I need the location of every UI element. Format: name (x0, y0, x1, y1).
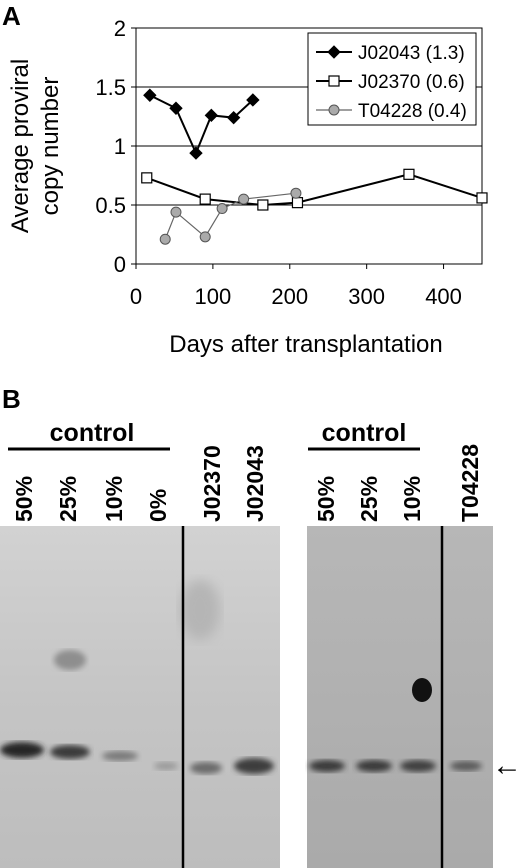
group2-header: control (322, 419, 407, 447)
y-tick-label: 0.5 (95, 193, 126, 218)
series-layer (141, 88, 488, 245)
blot-image-left (0, 526, 280, 868)
data-point (170, 206, 182, 218)
data-point (216, 203, 228, 215)
x-tick-label: 300 (348, 284, 385, 309)
lane-label-g2-50: 50% (313, 476, 339, 522)
data-point (143, 88, 157, 102)
series-2 (159, 187, 302, 245)
x-axis-label: Days after transplantation (169, 331, 442, 358)
legend: J02043 (1.3) J02370 (0.6) T04228 (0.4) (307, 32, 477, 126)
data-point (159, 233, 171, 245)
data-point (257, 199, 269, 211)
y-axis-ticks: 0 0.5 1 1.5 2 (95, 16, 136, 277)
y-tick-label: 0 (114, 252, 126, 277)
x-tick-label: 400 (425, 284, 462, 309)
data-point (226, 110, 241, 125)
series-line (149, 94, 254, 156)
x-axis-ticks: 0 100 200 300 400 (130, 264, 462, 309)
legend-entry: T04228 (0.4) (358, 101, 467, 122)
legend-entry: J02370 (0.6) (358, 72, 465, 93)
lane-label-10: 10% (101, 476, 127, 522)
blot-membrane-left (0, 526, 280, 868)
lane-label-t04228: T04228 (457, 444, 483, 522)
band-g2-50 (309, 760, 345, 772)
y-axis-label-line-1: Average proviral (7, 59, 34, 233)
data-point (189, 146, 203, 160)
smudge (54, 650, 86, 670)
legend-entry: J02043 (1.3) (358, 43, 465, 64)
y-tick-label: 1.5 (95, 75, 126, 100)
band-25 (50, 745, 90, 759)
panel-a-label: A (2, 1, 21, 31)
x-tick-label: 0 (130, 284, 142, 309)
data-point (204, 108, 219, 123)
series-line (146, 173, 483, 207)
data-point (169, 101, 183, 115)
y-axis-label-line-2: copy number (37, 77, 64, 216)
y-tick-label: 2 (114, 16, 126, 41)
x-tick-label: 100 (195, 284, 232, 309)
band-g2-25 (356, 760, 392, 772)
panel-b-label: B (2, 384, 21, 414)
lane-label-g2-10: 10% (399, 476, 425, 522)
series-1 (141, 168, 488, 211)
data-point (141, 172, 153, 184)
x-tick-label: 200 (271, 284, 308, 309)
lane-label-j02043: J02043 (242, 445, 268, 522)
y-tick-label: 1 (114, 134, 126, 159)
lane-label-50: 50% (11, 476, 37, 522)
data-point (199, 231, 211, 243)
blot-image-right (307, 526, 493, 868)
data-point (476, 192, 488, 204)
data-point (238, 193, 250, 205)
group1-header: control (50, 419, 135, 447)
band-10 (102, 751, 138, 761)
lane-label-0: 0% (145, 489, 171, 522)
series-line (164, 192, 296, 240)
spot (412, 678, 432, 702)
data-point (199, 193, 211, 205)
lane-label-j02370: J02370 (199, 445, 225, 522)
legend-marker (328, 104, 340, 116)
band-50 (0, 742, 44, 758)
band-0 (154, 762, 178, 770)
data-point (403, 168, 415, 180)
legend-marker (327, 45, 341, 59)
data-point (290, 187, 302, 199)
band-arrow: ← (492, 749, 520, 782)
blot-membrane-right (307, 526, 493, 868)
lane-label-g2-25: 25% (356, 476, 382, 522)
line-chart: 0 0.5 1 1.5 2 0 100 200 300 400 Average proviral… (7, 16, 488, 358)
smudge (180, 580, 220, 640)
band-j02043 (234, 758, 274, 774)
band-j02370 (190, 762, 222, 774)
band-t04228 (450, 761, 482, 771)
data-point (246, 93, 260, 107)
legend-marker (328, 75, 340, 87)
lane-labels: 50% 25% 10% 0% J02370 J02043 50% 25% 10%… (11, 444, 483, 522)
lane-label-25: 25% (55, 476, 81, 522)
band-g2-10 (400, 760, 436, 772)
data-point (291, 197, 304, 209)
series-0 (143, 88, 260, 160)
